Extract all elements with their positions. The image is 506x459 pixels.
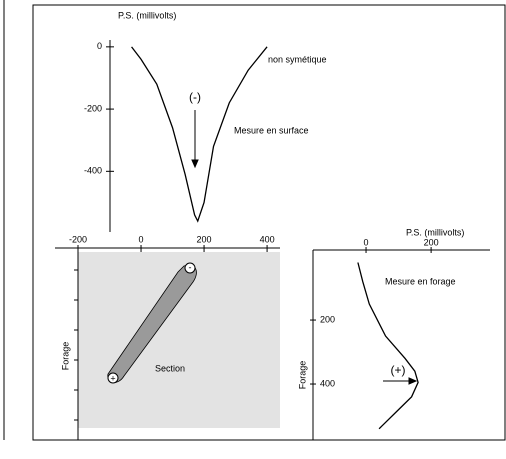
arrow-head [192,160,198,167]
y-axis-label: Forage [297,361,307,390]
x-tick-label: -200 [69,234,87,244]
y-tick-label: 200 [320,314,335,324]
figure: P.S. (millivolts)0-200-400(-)non symétiq… [0,0,506,454]
x-tick-label: 200 [424,237,439,247]
y-tick-label: -400 [84,166,102,176]
marker: + [110,373,115,383]
annotation: Mesure en forage [385,276,456,286]
x-axis-label: P.S. (millivolts) [406,227,464,237]
annotation: Mesure en surface [234,125,309,135]
x-tick-label: 400 [260,234,275,244]
arrow-head [409,378,416,384]
annotation: Section [155,363,185,373]
x-tick-label: 200 [197,234,212,244]
marker: - [189,262,192,272]
curve [358,262,418,428]
y-tick-label: 0 [97,41,102,51]
annotation: non symétique [268,54,327,64]
y-tick-label: 400 [320,378,335,388]
y-axis-label: Forage [60,342,70,371]
x-tick-label: 0 [364,237,369,247]
y-axis-label: P.S. (millivolts) [118,10,176,20]
y-tick-label: -200 [84,103,102,113]
annotation: (+) [391,363,406,377]
x-tick-label: 0 [139,234,144,244]
annotation: (-) [189,90,201,104]
